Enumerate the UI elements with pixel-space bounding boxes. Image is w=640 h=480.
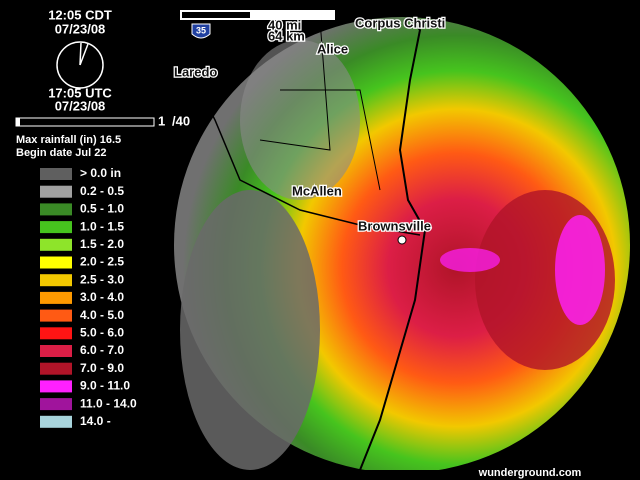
max-rainfall: Max rainfall (in) 16.5 (16, 134, 121, 146)
legend-swatch (40, 256, 72, 269)
legend-label: 7.0 - 9.0 (80, 361, 124, 375)
legend-swatch (40, 185, 72, 198)
legend-swatch (40, 291, 72, 304)
begin-date: Begin date Jul 22 (16, 147, 106, 159)
scale-bar (180, 10, 335, 20)
legend-label: > 0.0 in (80, 166, 121, 180)
legend-swatch (40, 238, 72, 251)
frame-progress (15, 117, 155, 127)
clock-hand (79, 42, 82, 66)
footer-strip (170, 470, 640, 480)
legend-swatch (40, 380, 72, 393)
city-label: McAllen (292, 183, 342, 198)
legend-label: 5.0 - 6.0 (80, 325, 124, 339)
legend-swatch (40, 362, 72, 375)
utc-time: 17:05 UTC (48, 85, 112, 100)
heaviest-rain-area (555, 215, 605, 325)
frame-total: /40 (172, 113, 190, 128)
coastline (359, 0, 427, 470)
legend-label: 2.5 - 3.0 (80, 272, 124, 286)
legend-label: 3.0 - 4.0 (80, 290, 124, 304)
legend-label: 2.0 - 2.5 (80, 255, 124, 269)
legend-swatch (40, 415, 72, 428)
legend-swatch (40, 274, 72, 287)
legend-swatch (40, 203, 72, 216)
legend-swatch (40, 309, 72, 322)
scale-bar-segment (182, 12, 250, 18)
legend-label: 4.0 - 5.0 (80, 308, 124, 322)
legend-label: 14.0 - (80, 414, 111, 428)
legend-label: 1.0 - 1.5 (80, 219, 124, 233)
legend-label: 0.2 - 0.5 (80, 184, 124, 198)
city-label: Brownsville (358, 218, 431, 233)
legend: > 0.0 in 0.2 - 0.5 0.5 - 1.0 1.0 - 1.5 1.5 -… (40, 166, 137, 428)
legend-swatch (40, 221, 72, 234)
frame-index: 1 (158, 113, 165, 128)
legend-swatch (40, 398, 72, 411)
light-rain-area (180, 190, 320, 470)
light-rain-area (240, 40, 360, 200)
border (184, 59, 421, 236)
legend-label: 11.0 - 14.0 (80, 396, 137, 410)
credit: wunderground.com (478, 467, 582, 479)
utc-date: 07/23/08 (55, 98, 106, 113)
frame-progress-fill (16, 118, 20, 126)
legend-label: 1.5 - 2.0 (80, 237, 124, 251)
legend-label: 0.5 - 1.0 (80, 202, 124, 216)
clock-face (56, 41, 104, 89)
local-time: 12:05 CDT (48, 7, 112, 22)
radar-site (397, 235, 407, 245)
city-label: Corpus Christi (355, 15, 445, 30)
legend-label: 9.0 - 11.0 (80, 379, 130, 393)
local-date: 07/23/08 (55, 21, 106, 36)
legend-label: 6.0 - 7.0 (80, 343, 124, 357)
scale-mi: 40 mi (268, 17, 301, 32)
county-lines (259, 19, 381, 191)
legend-swatch (40, 345, 72, 357)
heaviest-rain-area (440, 248, 500, 272)
map (170, 0, 640, 470)
clock-hand (79, 43, 89, 66)
highway-number: 35 (196, 25, 206, 35)
city-label: Laredo (174, 64, 217, 79)
city-label: Alice (317, 41, 348, 56)
legend-swatch (40, 327, 72, 340)
legend-swatch (40, 168, 72, 180)
scale-km: 64 km (268, 28, 305, 43)
highway-shield (191, 23, 211, 39)
